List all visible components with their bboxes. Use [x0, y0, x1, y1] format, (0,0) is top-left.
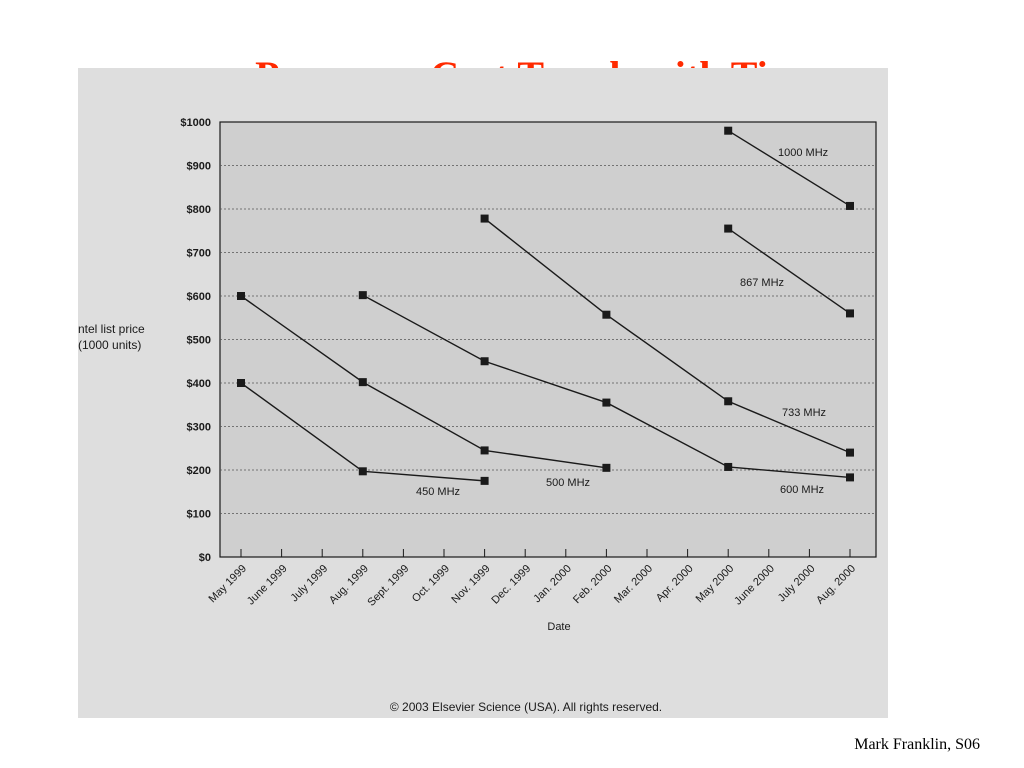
- series-label: 450 MHz: [416, 486, 460, 498]
- data-point-marker: [724, 462, 733, 471]
- data-point-marker: [358, 467, 367, 476]
- x-tick-label: June 2000: [732, 563, 777, 608]
- data-point-marker: [237, 379, 245, 387]
- x-axis-title: Date: [547, 621, 570, 633]
- data-point-marker: [358, 378, 367, 387]
- series-label: 500 MHz: [546, 477, 590, 489]
- x-tick-label: Feb. 2000: [571, 563, 615, 607]
- data-point-marker: [724, 126, 733, 135]
- x-tick-label: Sept. 1999: [365, 563, 411, 609]
- y-tick-label: $400: [187, 378, 211, 390]
- series-label: 1000 MHz: [778, 147, 828, 159]
- series-line: [240, 295, 607, 469]
- x-tick-label: May 2000: [694, 563, 737, 606]
- data-point-marker: [602, 310, 611, 319]
- data-point-marker: [846, 309, 854, 318]
- y-tick-label: $0: [199, 552, 211, 564]
- data-point-marker: [602, 398, 611, 407]
- x-tick-label: Oct. 1999: [410, 563, 452, 605]
- data-point-marker: [480, 214, 489, 223]
- data-point-marker: [480, 357, 489, 366]
- data-point-marker: [846, 201, 854, 210]
- y-tick-label: $700: [187, 248, 211, 260]
- x-tick-label: Nov. 1999: [449, 563, 492, 606]
- data-point-marker: [724, 224, 733, 233]
- data-point-marker: [480, 446, 489, 455]
- x-tick-label: Mar. 2000: [612, 563, 655, 606]
- y-axis-title: (1000 units): [78, 338, 141, 352]
- x-tick-label: Jan. 2000: [531, 563, 574, 606]
- y-tick-label: $300: [187, 422, 211, 434]
- y-tick-label: $1000: [180, 117, 211, 129]
- data-point-marker: [846, 448, 854, 457]
- series-line: [727, 228, 851, 314]
- series-label: 600 MHz: [780, 484, 824, 496]
- data-point-marker: [358, 291, 367, 300]
- series-label: 867 MHz: [740, 277, 784, 289]
- y-tick-label: $500: [187, 335, 211, 347]
- data-point-marker: [480, 476, 489, 485]
- y-tick-label: $600: [187, 291, 211, 303]
- x-tick-label: May 1999: [206, 563, 249, 606]
- y-tick-label: $900: [187, 161, 211, 173]
- x-tick-label: Apr. 2000: [654, 563, 696, 605]
- x-tick-label: June 1999: [245, 563, 290, 608]
- data-point-marker: [602, 463, 611, 472]
- data-point-marker: [237, 292, 245, 300]
- series-label: 733 MHz: [782, 407, 826, 419]
- footer-author: Mark Franklin, S06: [854, 736, 980, 753]
- x-tick-label: Aug. 2000: [814, 563, 858, 607]
- x-tick-label: July 1999: [289, 563, 331, 605]
- copyright-notice: © 2003 Elsevier Science (USA). All right…: [390, 700, 662, 714]
- y-tick-label: $100: [187, 509, 211, 521]
- y-axis-title: ntel list price: [78, 322, 145, 336]
- y-tick-label: $200: [187, 465, 211, 477]
- x-tick-label: Dec. 1999: [489, 563, 533, 607]
- data-point-marker: [724, 397, 733, 406]
- y-tick-label: $800: [187, 204, 211, 216]
- data-point-marker: [846, 473, 854, 482]
- series-line: [484, 218, 851, 454]
- series-line: [727, 130, 851, 207]
- x-tick-label: July 2000: [776, 563, 818, 605]
